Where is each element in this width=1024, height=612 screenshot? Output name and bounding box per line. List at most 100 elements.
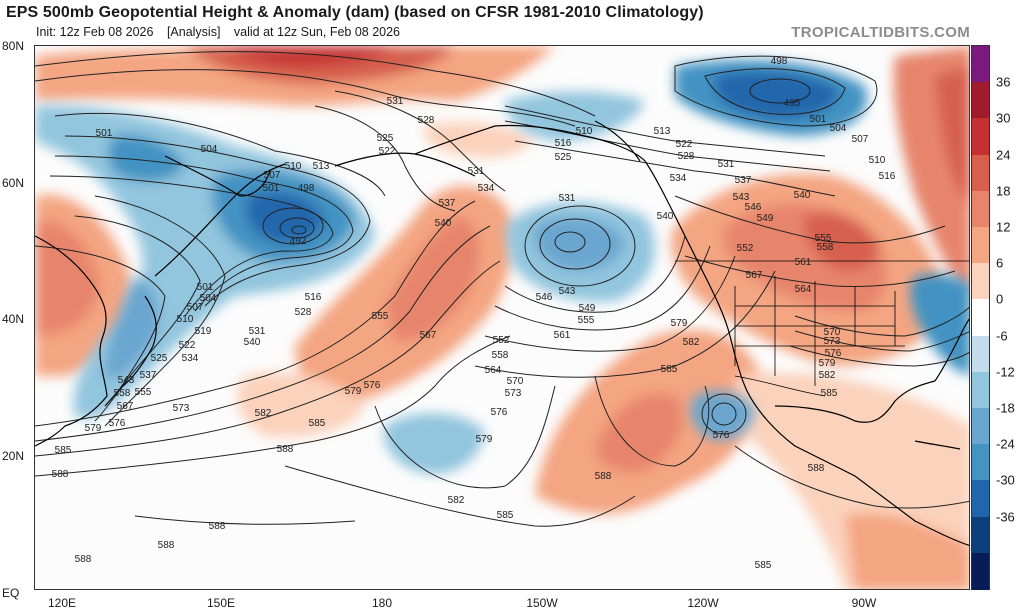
contour-label: 510 xyxy=(285,161,302,172)
contour-label: 498 xyxy=(771,56,788,67)
contour-label: 588 xyxy=(209,521,226,532)
colorbar-swatch xyxy=(972,552,989,590)
contour-loop xyxy=(262,207,324,245)
colorbar-tick-label: -6 xyxy=(996,328,1008,344)
contour-line xyxy=(35,260,501,457)
contour-label: 564 xyxy=(485,365,502,376)
contour-label: 570 xyxy=(507,376,524,387)
contour-line xyxy=(35,335,511,477)
contour-label: 522 xyxy=(379,146,396,157)
contour-line xyxy=(374,385,556,489)
contour-loop xyxy=(701,393,747,435)
contour-label: 582 xyxy=(819,370,836,381)
border-us-mexico xyxy=(734,375,826,397)
lon-label-120w: 120W xyxy=(687,596,719,610)
contour-label: 558 xyxy=(114,388,131,399)
contour-label: 540 xyxy=(657,211,674,222)
lat-label-20n: 20N xyxy=(2,449,25,463)
contour-line xyxy=(684,255,956,287)
contour-label: 555 xyxy=(135,387,152,398)
colorbar-tick-label: 0 xyxy=(996,291,1004,307)
colorbar-swatch xyxy=(972,371,989,409)
contour-label: 540 xyxy=(244,337,261,348)
contour-line xyxy=(94,195,226,427)
contour-label: 510 xyxy=(576,126,593,137)
contour-label: 549 xyxy=(757,213,774,224)
contour-label: 525 xyxy=(377,133,394,144)
contour-label: 513 xyxy=(313,161,330,172)
contour-line xyxy=(504,120,831,172)
colorbar-swatch xyxy=(972,299,989,337)
contour-label: 576 xyxy=(109,418,126,429)
contour-loop xyxy=(749,78,811,104)
colorbar-swatch xyxy=(972,227,989,264)
contour-line xyxy=(35,225,491,442)
contour-label: 549 xyxy=(579,303,596,314)
contour-label: 528 xyxy=(418,115,435,126)
analysis-tag: [Analysis] xyxy=(166,25,221,39)
contour-line xyxy=(504,235,686,313)
contour-line xyxy=(504,105,826,157)
contour-label: 510 xyxy=(177,314,194,325)
contour-label: 507 xyxy=(187,302,204,313)
contour-label: 567 xyxy=(746,270,763,281)
init-time: Init: 12z Feb 08 2026 xyxy=(36,25,154,39)
contour-label: 585 xyxy=(661,364,678,375)
contour-line xyxy=(484,255,736,352)
map-panel: 531 528 525 522 501 504 507 510 513 501 498 492 531 5… xyxy=(34,45,970,590)
lat-label-eq: EQ xyxy=(2,586,20,600)
colorbar-tick-label: -24 xyxy=(996,436,1015,452)
contour-label: 573 xyxy=(824,336,841,347)
contour-label: 585 xyxy=(309,418,326,429)
contour-label: 588 xyxy=(158,540,175,551)
positive-anomaly-layer xyxy=(35,46,969,589)
border-us-states-horizontal xyxy=(735,305,905,347)
anomaly-east-coast-trough xyxy=(910,274,969,376)
contour-label: 576 xyxy=(491,407,508,418)
contour-label: 516 xyxy=(555,138,572,149)
contour-line xyxy=(35,69,576,127)
contour-label: 525 xyxy=(151,353,168,364)
coastline-kuril xyxy=(154,163,286,277)
contour-label: 552 xyxy=(737,243,754,254)
contour-label: 567 xyxy=(117,401,134,412)
colorbar-tick-label: -30 xyxy=(996,472,1015,488)
contour-label: 579 xyxy=(345,386,362,397)
colorbar-swatch xyxy=(972,190,989,228)
contour-line xyxy=(794,307,969,337)
contour-loop xyxy=(704,68,846,115)
colorbar-swatch xyxy=(972,444,989,481)
contour-label: 495 xyxy=(784,98,801,109)
lon-label-180: 180 xyxy=(371,596,393,610)
colorbar-tick-label: 36 xyxy=(996,74,1011,90)
coastline-gulf-of-mexico xyxy=(774,380,936,423)
contour-label: 579 xyxy=(819,358,836,369)
contour-label: 501 xyxy=(810,114,827,125)
political-borders xyxy=(675,260,969,397)
contour-label: 519 xyxy=(195,326,212,337)
colorbar-swatch xyxy=(972,118,989,156)
contour-line xyxy=(284,465,636,527)
contour-label: 510 xyxy=(869,155,886,166)
contour-line xyxy=(35,245,166,397)
contour-label: 579 xyxy=(85,423,102,434)
contour-line xyxy=(64,135,371,307)
coastline-east-asia xyxy=(35,235,108,447)
contour-label: 537 xyxy=(140,370,157,381)
anomaly-east-asia-core xyxy=(35,220,100,336)
contour-label: 585 xyxy=(55,445,72,456)
colorbar-swatch xyxy=(972,154,989,192)
contour-loop xyxy=(539,218,611,270)
colorbar-tick-label: -18 xyxy=(996,400,1015,416)
contour-label: 567 xyxy=(420,330,437,341)
anomaly-siberia-low xyxy=(108,135,185,182)
contour-label: 522 xyxy=(676,139,693,150)
contour-line xyxy=(474,270,776,378)
contour-line xyxy=(314,105,456,212)
coastlines xyxy=(35,120,969,546)
anomaly-central-pacific-core xyxy=(385,216,481,342)
contour-label: 585 xyxy=(821,388,838,399)
contour-label: 507 xyxy=(264,170,281,181)
